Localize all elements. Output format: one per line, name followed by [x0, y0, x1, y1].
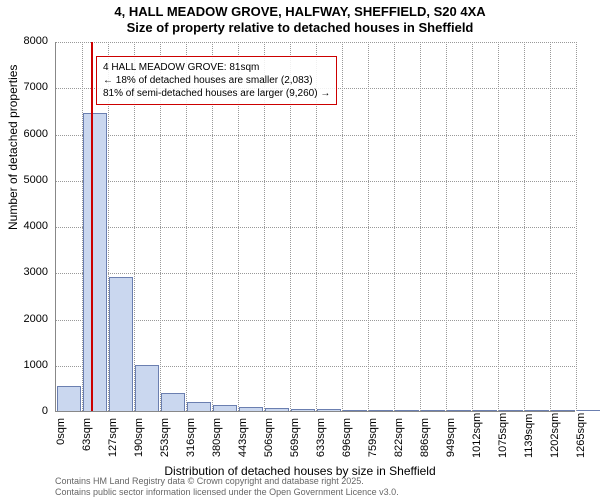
histogram-bar	[447, 410, 471, 411]
xtick-label: 63sqm	[81, 418, 93, 458]
gridline-v	[550, 42, 551, 411]
gridline-v	[498, 42, 499, 411]
xtick-label: 886sqm	[419, 418, 431, 458]
histogram-bar	[135, 365, 159, 411]
plot-area: 4 HALL MEADOW GROVE: 81sqm ← 18% of deta…	[55, 42, 575, 412]
reference-marker-line	[91, 42, 93, 411]
ytick-label: 2000	[8, 313, 48, 325]
gridline-v	[576, 42, 577, 411]
ytick-label: 6000	[8, 128, 48, 140]
annotation-line1: 4 HALL MEADOW GROVE: 81sqm	[103, 61, 330, 74]
annotation-line2: ← 18% of detached houses are smaller (2,…	[103, 74, 330, 87]
gridline-v	[368, 42, 369, 411]
ytick-label: 7000	[8, 81, 48, 93]
xtick-label: 190sqm	[133, 418, 145, 458]
histogram-bar	[577, 410, 600, 411]
histogram-bar	[317, 409, 341, 411]
histogram-bar	[291, 409, 315, 411]
histogram-bar	[161, 393, 185, 412]
ytick-label: 8000	[8, 35, 48, 47]
xtick-label: 696sqm	[341, 418, 353, 458]
histogram-bar	[187, 402, 211, 411]
xtick-label: 506sqm	[263, 418, 275, 458]
histogram-bar	[109, 277, 133, 411]
histogram-bar	[57, 386, 81, 411]
chart-title-main: 4, HALL MEADOW GROVE, HALFWAY, SHEFFIELD…	[0, 4, 600, 19]
ytick-label: 3000	[8, 266, 48, 278]
histogram-bar	[499, 410, 523, 411]
histogram-bar	[525, 410, 549, 411]
gridline-v	[394, 42, 395, 411]
footer-line1: Contains HM Land Registry data © Crown c…	[55, 476, 399, 487]
chart-title-sub: Size of property relative to detached ho…	[0, 20, 600, 35]
xtick-label: 1139sqm	[523, 418, 535, 458]
footer: Contains HM Land Registry data © Crown c…	[55, 476, 399, 498]
footer-line2: Contains public sector information licen…	[55, 487, 399, 498]
histogram-bar	[83, 113, 107, 411]
histogram-bar	[265, 408, 289, 411]
ytick-label: 4000	[8, 220, 48, 232]
histogram-bar	[473, 410, 497, 411]
histogram-bar	[369, 410, 393, 411]
gridline-v	[420, 42, 421, 411]
histogram-bar	[213, 405, 237, 411]
xtick-label: 1202sqm	[549, 418, 561, 458]
xtick-label: 1012sqm	[471, 418, 483, 458]
ytick-label: 1000	[8, 359, 48, 371]
histogram-bar	[343, 410, 367, 411]
xtick-label: 633sqm	[315, 418, 327, 458]
annotation-line3: 81% of semi-detached houses are larger (…	[103, 87, 330, 100]
histogram-bar	[395, 410, 419, 411]
histogram-bar	[551, 410, 575, 411]
gridline-v	[342, 42, 343, 411]
gridline-v	[472, 42, 473, 411]
xtick-label: 1265sqm	[575, 418, 587, 458]
ytick-label: 5000	[8, 174, 48, 186]
xtick-label: 1075sqm	[497, 418, 509, 458]
histogram-bar	[421, 410, 445, 411]
xtick-label: 443sqm	[237, 418, 249, 458]
xtick-label: 822sqm	[393, 418, 405, 458]
gridline-v	[524, 42, 525, 411]
xtick-label: 759sqm	[367, 418, 379, 458]
xtick-label: 569sqm	[289, 418, 301, 458]
gridline-v	[446, 42, 447, 411]
xtick-label: 253sqm	[159, 418, 171, 458]
xtick-label: 316sqm	[185, 418, 197, 458]
xtick-label: 0sqm	[55, 418, 67, 458]
chart-container: 4, HALL MEADOW GROVE, HALFWAY, SHEFFIELD…	[0, 0, 600, 500]
ytick-label: 0	[8, 405, 48, 417]
xtick-label: 380sqm	[211, 418, 223, 458]
annotation-box: 4 HALL MEADOW GROVE: 81sqm ← 18% of deta…	[96, 56, 337, 105]
xtick-label: 949sqm	[445, 418, 457, 458]
xtick-label: 127sqm	[107, 418, 119, 458]
histogram-bar	[239, 407, 263, 411]
